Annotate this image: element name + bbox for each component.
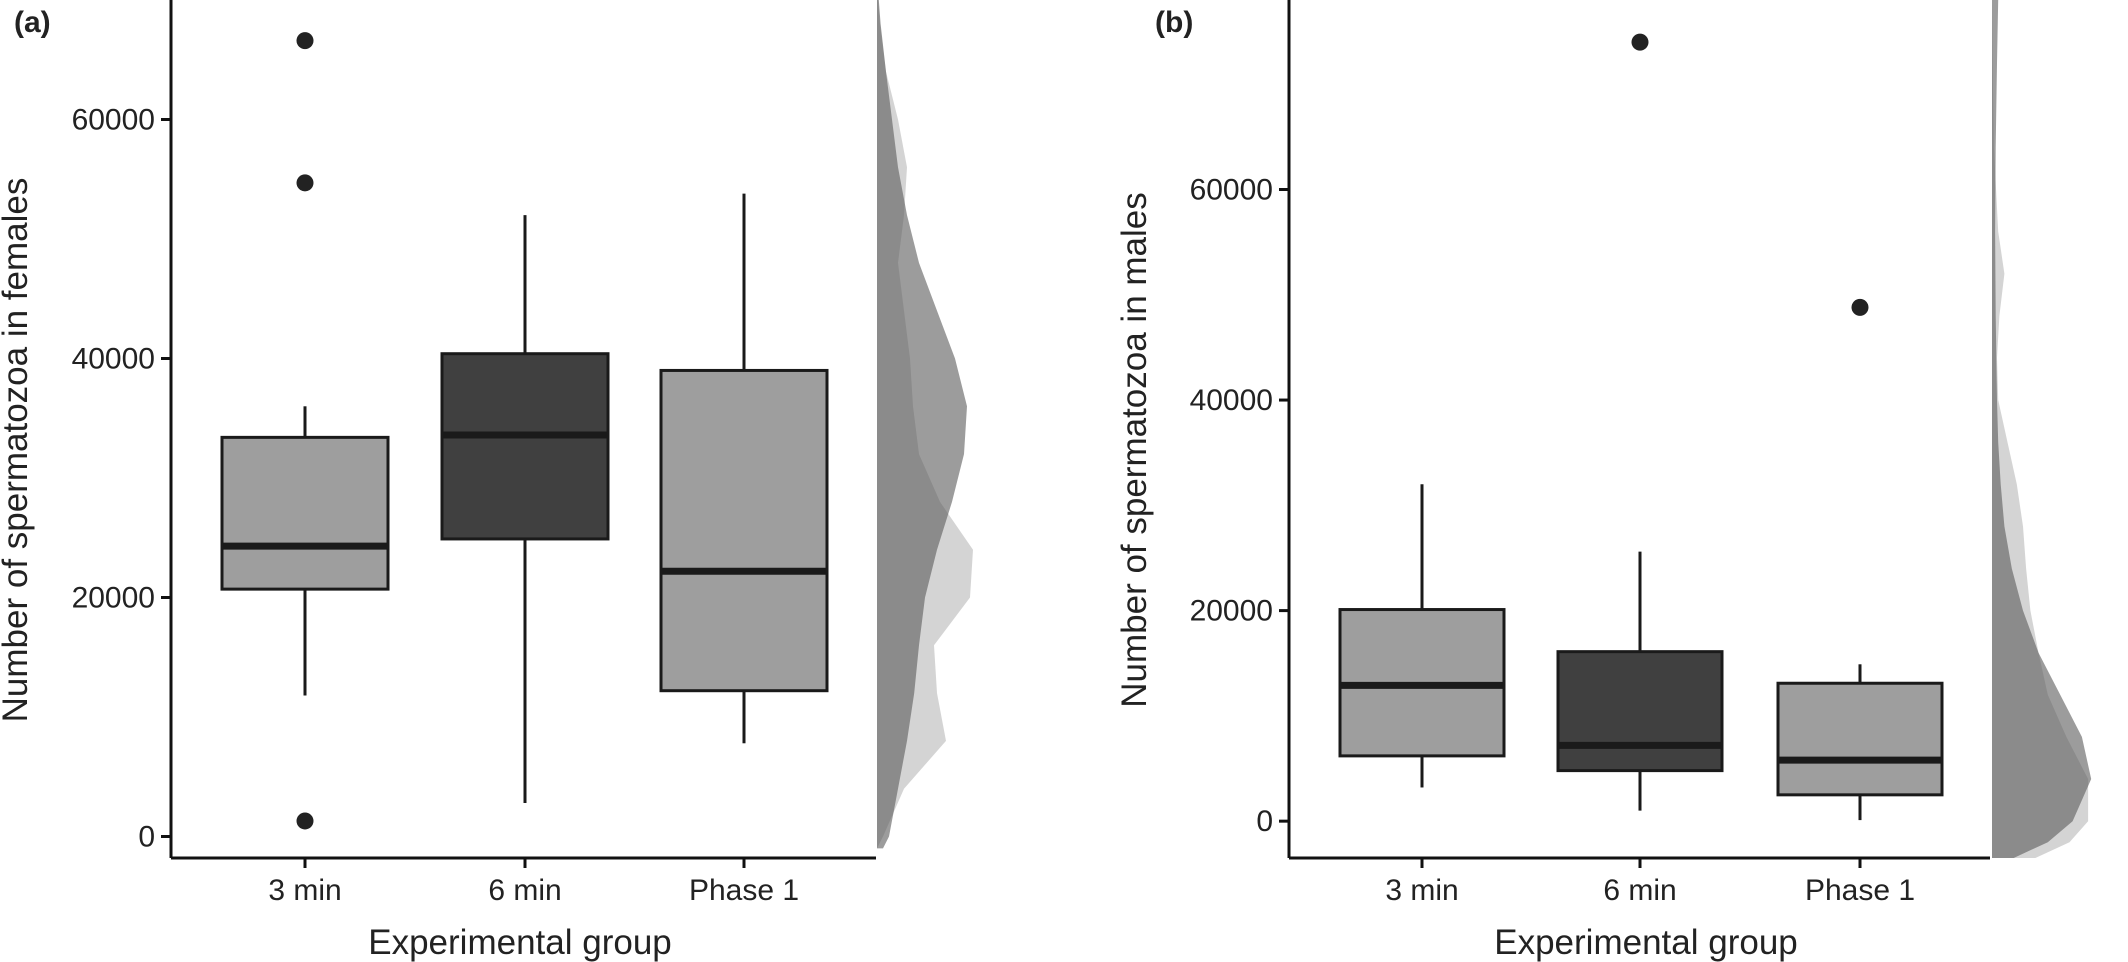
density-dark-a [877,0,967,849]
density-dark-b [1992,0,2092,858]
y-tick-label: 20000 [72,581,155,614]
box-iqr [659,368,829,693]
box-iqr [220,435,390,591]
y-tick-label: 40000 [1190,384,1273,417]
y-tick-label: 60000 [72,103,155,136]
box-iqr [1776,681,1944,797]
outlier-point [1631,33,1649,51]
box-2-a [440,215,610,804]
panel-b: 0 20000 40000 60000 3 min 6 min Phase 1 (b) Ex… [1115,0,2092,962]
box-3-a [659,193,829,744]
outlier-point [296,174,314,192]
x-tick-label: Phase 1 [689,874,799,907]
panel-a: 0 20000 40000 60000 3 min 6 min Phase 1 (a) Ex… [0,0,973,962]
box-1-a [220,32,390,830]
y-axis-title-b: Number of spermatozoa in males [1115,192,1154,708]
x-tick-label: 3 min [268,874,341,907]
density-margin-b [1992,0,2092,858]
boxplots-b [1338,33,1944,821]
box-2-b [1556,33,1724,811]
box-3-b [1776,298,1944,821]
y-tick-label: 60000 [1190,173,1273,206]
y-axis-title-a: Number of spermatozoa in females [0,178,35,723]
box-1-b [1338,484,1506,788]
x-axis-title-a: Experimental group [368,923,672,962]
outlier-point [1851,298,1869,316]
y-tick-label: 0 [1256,805,1273,838]
x-tick-label: 6 min [488,874,561,907]
x-tick-label: Phase 1 [1805,874,1915,907]
outlier-point [296,812,314,830]
y-tick-label: 20000 [1190,595,1273,628]
y-tick-label: 40000 [72,342,155,375]
box-iqr [1556,650,1724,773]
x-tick-label: 3 min [1385,874,1458,907]
boxplots-a [220,32,829,830]
density-margin-a [877,0,973,849]
x-axis-title-b: Experimental group [1494,923,1798,962]
box-iqr [440,352,610,541]
x-tick-label: 6 min [1603,874,1676,907]
axes-b: 0 20000 40000 60000 3 min 6 min Phase 1 [1190,0,1990,907]
panel-label-b: (b) [1155,6,1193,39]
outlier-point [296,32,314,50]
axes-a: 0 20000 40000 60000 3 min 6 min Phase 1 [72,0,876,907]
y-tick-label: 0 [138,820,155,853]
panel-label-a: (a) [14,6,51,39]
